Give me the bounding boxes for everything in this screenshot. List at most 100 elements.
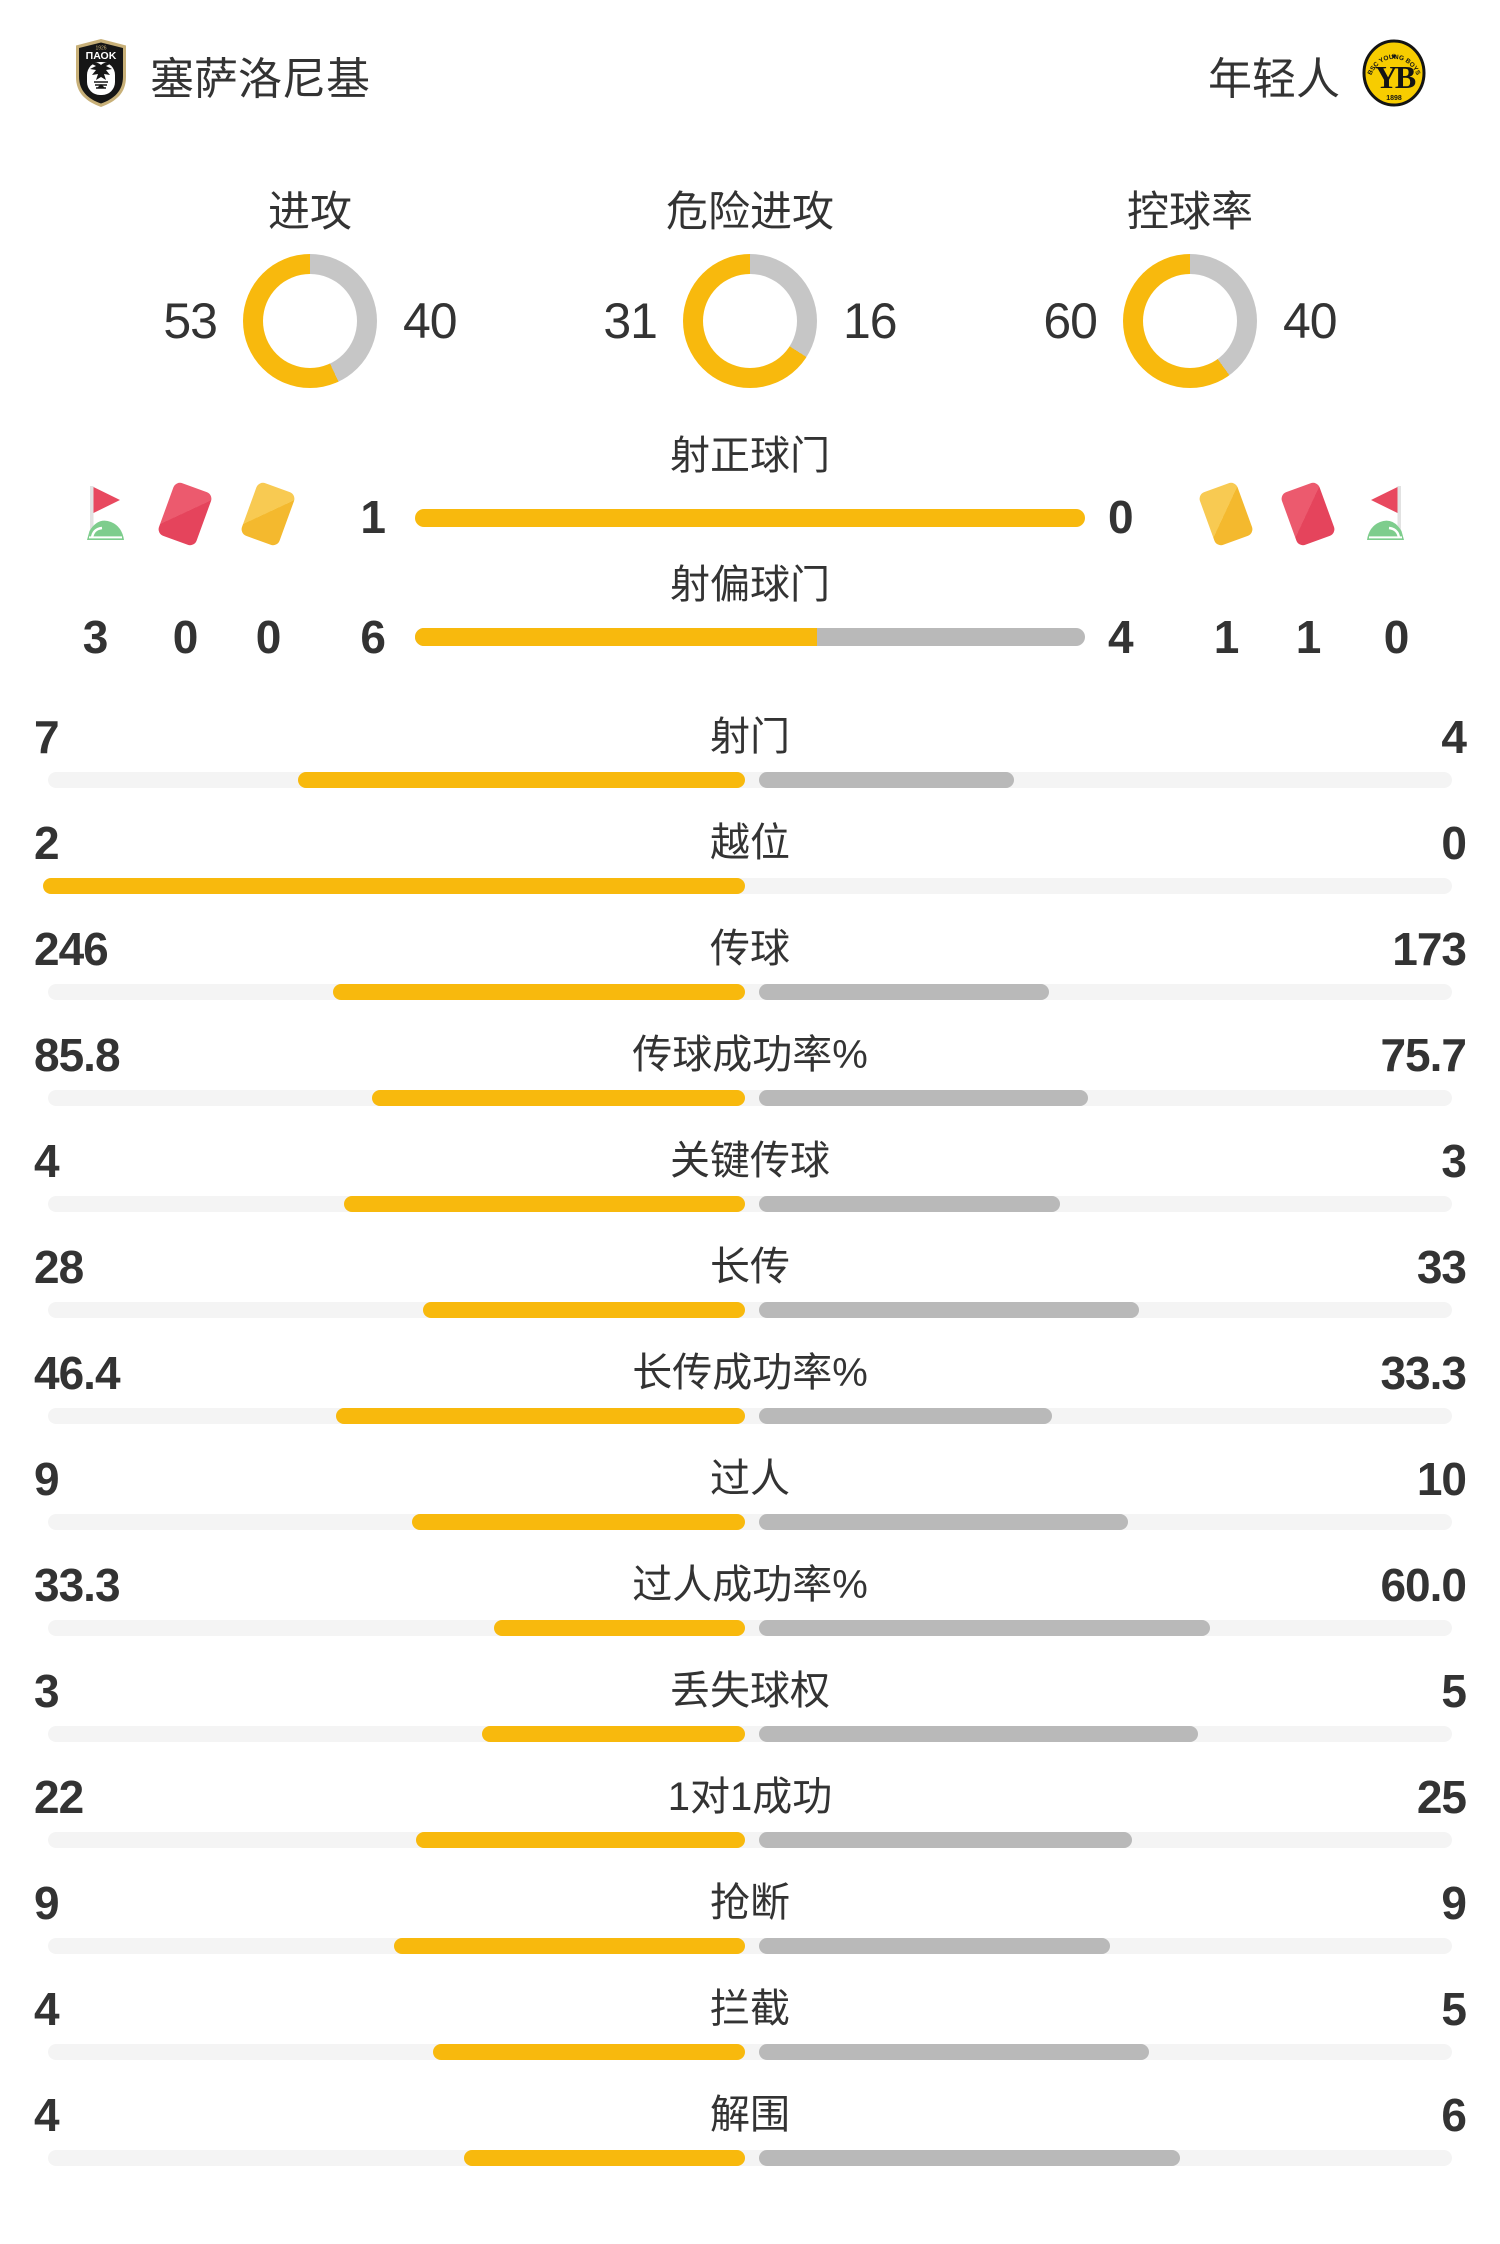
donut-row: 53 40 xyxy=(147,254,473,388)
stat-label: 长传 xyxy=(710,1245,790,1289)
shots-off-target-label: 射偏球门 xyxy=(670,563,830,607)
away-team-crest: BSC YOUNG BOYS ★ YB 1898 xyxy=(1362,39,1426,112)
stat-away-value: 173 xyxy=(1392,923,1467,975)
stat-home-value: 9 xyxy=(34,1877,60,1929)
stat-bar-away-fill xyxy=(759,1090,1089,1106)
stat-bar-home-fill xyxy=(481,1726,745,1742)
stat-away-value: 4 xyxy=(1441,711,1467,763)
stat-away-value: 0 xyxy=(1441,817,1467,869)
stat-label: 过人 xyxy=(710,1457,790,1501)
stat-bar-home-fill xyxy=(422,1302,745,1318)
stat-bar-home-fill xyxy=(332,984,745,1000)
stat-bar-track xyxy=(48,2150,1452,2166)
stat-label: 1对1成功 xyxy=(667,1775,833,1819)
stat-bar-home-fill xyxy=(372,1090,745,1106)
stat-bar-away-fill xyxy=(759,1620,1211,1636)
donut-row: 31 16 xyxy=(587,254,913,388)
stat-away-value: 6 xyxy=(1441,2089,1467,2141)
stat-label: 越位 xyxy=(710,821,790,865)
stat-bar-track xyxy=(48,1408,1452,1424)
stat-label: 丢失球权 xyxy=(670,1669,830,1713)
donut-row: 60 40 xyxy=(1027,254,1353,388)
stat-bar-track xyxy=(48,1832,1452,1848)
stat-label: 拦截 xyxy=(710,1987,790,2031)
away-yellow-cards-count: 1 xyxy=(1213,611,1240,663)
stat-home-value: 7 xyxy=(34,711,60,763)
stat-bar-track xyxy=(48,1090,1452,1106)
shots-section: 射正球门 1 xyxy=(0,430,1500,690)
stat-row: 9 过人 10 xyxy=(0,1426,1500,1532)
stat-label: 传球成功率% xyxy=(632,1033,868,1077)
shots-on-target-bar xyxy=(415,509,1085,527)
stat-bar-track xyxy=(48,1620,1452,1636)
donut-possession: 控球率 60 40 xyxy=(970,184,1410,388)
stat-away-value: 33 xyxy=(1416,1241,1467,1293)
stat-bar-away-fill xyxy=(759,1938,1110,1954)
home-yellow-cards-count: 0 xyxy=(255,611,282,663)
stat-row: 4 关键传球 3 xyxy=(0,1108,1500,1214)
donut-away-value: 16 xyxy=(843,293,898,349)
away-team-name: 年轻人 xyxy=(1208,55,1340,104)
stat-away-value: 25 xyxy=(1416,1771,1467,1823)
donut-charts-section: 进攻 53 40 危险进攻 31 16 控球率 60 40 xyxy=(90,184,1410,388)
stat-bar-away-fill xyxy=(759,1726,1198,1742)
shots-on-target-away-value: 0 xyxy=(1108,491,1134,543)
stat-away-value: 3 xyxy=(1441,1135,1467,1187)
donut-away-value: 40 xyxy=(403,293,458,349)
stat-away-value: 75.7 xyxy=(1380,1029,1467,1081)
stat-home-value: 28 xyxy=(34,1241,84,1293)
shots-on-target-home-value: 1 xyxy=(360,491,386,543)
stat-home-value: 2 xyxy=(34,817,60,869)
stat-bar-track xyxy=(48,1196,1452,1212)
home-team-name: 塞萨洛尼基 xyxy=(150,55,370,104)
stat-away-value: 60.0 xyxy=(1380,1559,1467,1611)
stat-bar-home-fill xyxy=(343,1196,745,1212)
stat-bar-home-fill xyxy=(416,1832,745,1848)
stat-row: 3 丢失球权 5 xyxy=(0,1638,1500,1744)
corner-flag-icon xyxy=(65,484,125,546)
donut-home-value: 31 xyxy=(603,293,658,349)
stat-home-value: 85.8 xyxy=(34,1029,121,1081)
shots-off-target-home-value: 6 xyxy=(360,611,386,663)
away-red-cards-count: 1 xyxy=(1295,611,1322,663)
donut-dangerous-attacks: 危险进攻 31 16 xyxy=(530,184,970,388)
away-team: 年轻人 BSC YOUNG BOYS ★ YB 1898 xyxy=(1208,39,1426,112)
stat-home-value: 46.4 xyxy=(34,1347,121,1399)
stat-home-value: 22 xyxy=(34,1771,84,1823)
stat-away-value: 33.3 xyxy=(1380,1347,1467,1399)
stat-bar-away-fill xyxy=(759,772,1015,788)
stat-bar-track xyxy=(48,2044,1452,2060)
donut-home-value: 60 xyxy=(1043,293,1098,349)
stat-row: 46.4 长传成功率% 33.3 xyxy=(0,1320,1500,1426)
donut-label: 危险进攻 xyxy=(665,188,834,235)
stat-bar-track xyxy=(48,1514,1452,1530)
stat-bar-away-fill xyxy=(759,984,1049,1000)
stat-home-value: 33.3 xyxy=(34,1559,121,1611)
stat-bar-track xyxy=(48,984,1452,1000)
stat-home-value: 246 xyxy=(34,923,109,975)
shots-off-target-away-value: 4 xyxy=(1108,611,1134,663)
stat-row: 33.3 过人成功率% 60.0 xyxy=(0,1532,1500,1638)
donut-home-value: 53 xyxy=(163,293,218,349)
stat-bar-home-fill xyxy=(43,878,745,894)
stat-label: 射门 xyxy=(710,715,790,759)
stat-bar-away-fill xyxy=(759,2044,1149,2060)
stat-row: 9 抢断 9 xyxy=(0,1850,1500,1956)
crest-name-text: ΠΑΟΚ xyxy=(86,50,117,62)
stats-list: 7 射门 4 2 越位 0 246 传球 173 85.8 传球成功率% 75.7 4 关键传球 3 28 长传… xyxy=(0,684,1500,2168)
stat-bar-track xyxy=(48,1938,1452,1954)
home-corners-count: 3 xyxy=(82,611,109,663)
shots-off-target-bar-home-fill xyxy=(415,628,817,646)
stat-bar-away-fill xyxy=(759,1832,1133,1848)
stat-bar-track xyxy=(48,1726,1452,1742)
stat-bar-home-fill xyxy=(464,2150,745,2166)
stat-home-value: 9 xyxy=(34,1453,60,1505)
crest-year-text: 1898 xyxy=(1386,95,1402,102)
crest-star: ★ xyxy=(1390,52,1397,61)
stat-row: 85.8 传球成功率% 75.7 xyxy=(0,1002,1500,1108)
away-corners-count: 0 xyxy=(1383,611,1410,663)
donut-label: 控球率 xyxy=(1126,188,1253,235)
red-card-icon xyxy=(156,480,214,548)
stat-away-value: 9 xyxy=(1441,1877,1467,1929)
